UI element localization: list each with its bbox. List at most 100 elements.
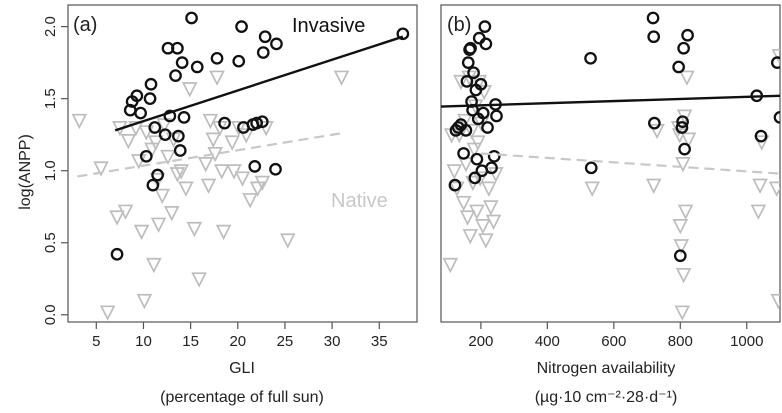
panel-a-x-tick-label: 25 — [277, 333, 294, 350]
invasive-point — [190, 60, 204, 74]
panel-b-x-axis-label: Nitrogen availability — [537, 360, 676, 377]
native-point — [485, 214, 502, 231]
native-point — [209, 70, 225, 86]
invasive-point — [490, 109, 503, 123]
panel-a-y-tick-label: 1.5 — [42, 88, 59, 109]
native-point — [191, 272, 207, 288]
panel-a-x-tick-label: 15 — [182, 333, 199, 350]
panel-b-x-tick-label: 400 — [535, 333, 560, 350]
invasive-point — [270, 37, 283, 51]
native-point — [71, 113, 88, 130]
panel-a-y-tick-label: 0.0 — [42, 304, 59, 325]
invasive-point — [163, 109, 177, 123]
panel-a-x-axis-sublabel: (percentage of full sun) — [160, 389, 324, 406]
native-point — [457, 113, 473, 130]
native-point — [673, 239, 690, 255]
y-axis-label: log(ANPP) — [17, 134, 34, 210]
panel-b: (b) Nitrogen availability (µg·10 cm⁻²·28… — [440, 4, 781, 406]
invasive-point — [485, 161, 498, 175]
native-point — [768, 181, 780, 197]
native-point — [128, 121, 144, 137]
native-point — [279, 233, 296, 249]
invasive-point — [177, 111, 191, 124]
native-point — [679, 70, 695, 86]
invasive-fit-line — [114, 35, 404, 132]
native-point — [750, 204, 767, 220]
invasive-point — [448, 178, 462, 192]
invasive-point — [474, 77, 488, 91]
invasive-point — [258, 30, 272, 44]
invasive-point — [396, 27, 410, 41]
invasive-point — [677, 41, 690, 55]
panel-a-x-tick-label: 35 — [371, 333, 388, 350]
native-point — [136, 293, 153, 310]
native-point — [770, 293, 780, 310]
invasive-point — [175, 56, 189, 69]
invasive-point — [169, 69, 182, 82]
invasive-point — [678, 142, 691, 156]
invasive-point — [476, 106, 490, 120]
native-point — [156, 118, 172, 134]
invasive-point — [479, 37, 493, 51]
invasive-point — [210, 51, 224, 65]
invasive-point — [681, 28, 694, 42]
invasive-point — [673, 249, 687, 263]
panel-a-y-tick-label: 1.0 — [42, 160, 59, 181]
invasive-point — [461, 56, 475, 69]
native-point — [186, 221, 203, 238]
native-point — [93, 161, 109, 177]
native-point — [150, 217, 167, 233]
native-point — [752, 178, 768, 194]
invasive-point — [269, 162, 282, 176]
native-point — [469, 204, 485, 220]
invasive-point — [676, 115, 689, 129]
panel-a: (a) Invasive Native GLI (percentage of f… — [42, 4, 418, 406]
native-point — [242, 193, 258, 209]
native-point — [481, 181, 497, 197]
panel-a-plot-area — [71, 11, 410, 321]
native-point — [205, 132, 222, 148]
native-point — [230, 121, 247, 137]
native-point — [462, 229, 479, 245]
invasive-point — [143, 92, 157, 106]
native-point — [483, 200, 499, 216]
native-point — [213, 164, 230, 180]
native-point — [472, 171, 489, 187]
invasive-point — [468, 171, 482, 185]
panel-a-y-tick-label: 2.0 — [42, 16, 59, 37]
panel-b-label: (b) — [447, 14, 471, 36]
native-point — [254, 175, 271, 192]
panel-a-x-tick-label: 30 — [324, 333, 341, 350]
native-point — [169, 167, 186, 183]
native-point — [771, 48, 780, 65]
invasive-point — [648, 116, 661, 130]
panel-a-label: (a) — [73, 14, 97, 36]
native-point — [645, 178, 662, 194]
native-point — [677, 204, 694, 220]
native-point — [674, 305, 691, 321]
native-point — [146, 257, 162, 274]
invasive-point — [235, 20, 248, 33]
native-point — [154, 188, 171, 205]
native-point — [160, 149, 176, 166]
native-point — [584, 181, 601, 197]
invasive-point — [158, 128, 172, 142]
panel-b-plot-area — [441, 11, 780, 321]
invasive-point — [770, 56, 780, 69]
panel-a-x-tick-label: 5 — [92, 333, 100, 350]
invasive-point — [248, 160, 262, 173]
native-point — [249, 181, 266, 197]
native-point — [178, 181, 194, 197]
invasive-point — [647, 30, 661, 44]
invasive-point — [773, 111, 780, 124]
native-point — [234, 171, 251, 187]
native-point — [238, 128, 255, 144]
native-point — [672, 219, 689, 235]
invasive-point — [478, 20, 492, 33]
invasive-point — [472, 31, 486, 45]
native-point — [458, 157, 474, 173]
native-point — [202, 113, 219, 130]
native-point — [120, 133, 137, 150]
invasive-point — [481, 121, 494, 134]
native-point — [333, 70, 350, 86]
